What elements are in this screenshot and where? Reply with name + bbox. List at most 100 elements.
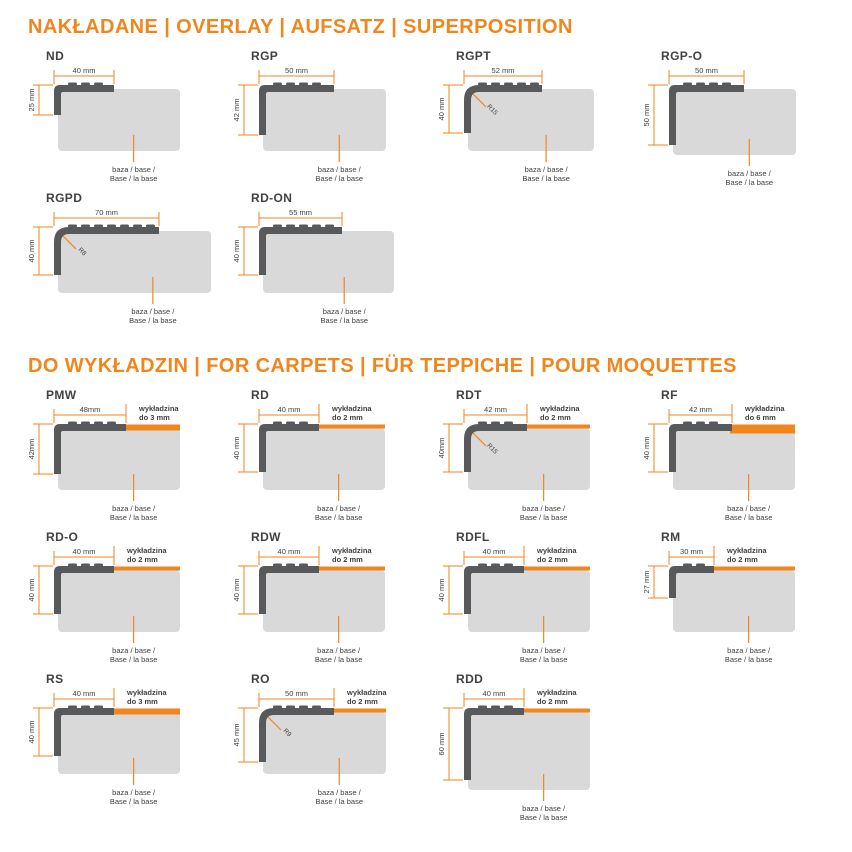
- left-dimension-label: 40 mm: [27, 579, 36, 602]
- top-dimension-label: 42 mm: [689, 405, 712, 414]
- base-label-line1: baza / base /: [318, 165, 362, 174]
- profile-rib: [68, 82, 77, 86]
- left-dimension-label: 25 mm: [27, 89, 36, 112]
- left-dimension-label: 40 mm: [232, 240, 241, 263]
- carpet-strip: [124, 424, 180, 431]
- profile-rib: [81, 705, 90, 709]
- profile-diagram: RD-ON 55 mm 40 mm baza / base / Base / la b…: [231, 191, 431, 331]
- profile-rib: [107, 421, 116, 425]
- base-label-line2: Base / la base: [725, 178, 773, 187]
- carpet-label-line1: wykładzina: [126, 546, 167, 555]
- base-label-line2: Base / la base: [725, 513, 773, 522]
- profile-shape: [54, 227, 159, 275]
- profile-rib: [517, 82, 526, 86]
- profile-rib: [286, 421, 295, 425]
- profile-rib: [68, 563, 77, 567]
- carpet-label-line1: wykładzina: [126, 688, 167, 697]
- base-label-line1: baza / base /: [522, 804, 566, 813]
- profile-rib: [68, 705, 77, 709]
- profile-diagram: RGPD 70 mm 40 mm R8 baza / base / Base / la …: [26, 191, 226, 331]
- profile-diagram: RGPT 52 mm 40 mm R15 baza / base / Base / la…: [436, 49, 636, 189]
- profile-rib: [273, 421, 282, 425]
- radius-label: R9: [282, 728, 293, 739]
- profile-rib: [81, 82, 90, 86]
- carpet-label-line1: wykładzina: [726, 546, 767, 555]
- carpet-profiles-grid: PMW 48mm 42mm wykładzina do 3 mm baza / base…: [0, 388, 852, 822]
- carpet-label-line2: do 2 mm: [347, 697, 378, 706]
- base-label-line1: baza / base /: [112, 788, 156, 797]
- carpet-strip: [317, 424, 385, 429]
- profile-rib: [683, 82, 692, 86]
- carpet-label-line1: wykładzina: [536, 546, 577, 555]
- top-dimension-label: 55 mm: [289, 208, 312, 217]
- carpet-label-line1: wykładzina: [331, 546, 372, 555]
- profile-rib: [478, 82, 487, 86]
- base-label-line2: Base / la base: [725, 655, 773, 664]
- profile-rib: [504, 705, 513, 709]
- base-label-line1: baza / base /: [131, 307, 175, 316]
- profile-diagram: RD-O 40 mm 40 mm wykładzina do 2 mm baza / b…: [26, 530, 226, 670]
- carpet-strip: [112, 708, 180, 715]
- overlay-profiles-grid: ND 40 mm 25 mm baza / base / Base / la base…: [0, 49, 852, 331]
- carpet-label-line2: do 2 mm: [727, 555, 758, 564]
- base-block: [468, 712, 590, 790]
- profile-rib: [299, 82, 308, 86]
- profile-name: RGPD: [46, 191, 83, 205]
- profile-diagram: RGP 50 mm 42 mm baza / base / Base / la bas…: [231, 49, 431, 189]
- profile-shape: [259, 566, 319, 614]
- profile-rib: [478, 563, 487, 567]
- profile-rib: [273, 82, 282, 86]
- profile-rib: [491, 421, 500, 425]
- profile-name: RD-O: [46, 530, 79, 544]
- profile-rib: [299, 224, 308, 228]
- profile-shape: [54, 566, 114, 614]
- carpet-strip: [332, 708, 386, 713]
- profile-shape: [669, 424, 732, 472]
- profile-rib: [312, 82, 321, 86]
- base-label-line2: Base / la base: [315, 655, 363, 664]
- profile-rib: [146, 224, 155, 228]
- profile-diagram: PMW 48mm 42mm wykładzina do 3 mm baza / base…: [26, 388, 226, 528]
- base-label-line1: baza / base /: [323, 307, 367, 316]
- base-block: [263, 712, 386, 774]
- profile-rib: [696, 82, 705, 86]
- profile-rib: [107, 224, 116, 228]
- radius-line: [472, 93, 487, 108]
- profile-diagram: RO 50 mm 45 mm R9 wykładzina do 2 mm baza / b…: [231, 672, 431, 812]
- base-label-line1: baza / base /: [317, 504, 361, 513]
- left-dimension-label: 27 mm: [642, 571, 651, 594]
- top-dimension-label: 40 mm: [73, 66, 96, 75]
- profile-diagram: RM 30 mm 27 mm wykładzina do 2 mm baza / bas…: [641, 530, 841, 670]
- profile-rib: [286, 82, 295, 86]
- radius-label: R8: [77, 247, 88, 258]
- profile-rib: [94, 421, 103, 425]
- base-block: [263, 89, 386, 151]
- profile-rib: [722, 82, 731, 86]
- profile-name: RM: [661, 530, 681, 544]
- profile-rib: [504, 563, 513, 567]
- profile-rib: [81, 563, 90, 567]
- top-dimension-label: 40 mm: [483, 547, 506, 556]
- carpet-label-line2: do 2 mm: [332, 555, 363, 564]
- top-dimension-label: 50 mm: [695, 66, 718, 75]
- carpet-label-line2: do 2 mm: [537, 697, 568, 706]
- base-label-line2: Base / la base: [315, 513, 363, 522]
- base-block: [58, 570, 180, 632]
- base-block: [673, 428, 795, 490]
- base-label-line2: Base / la base: [520, 513, 568, 522]
- profile-rib: [478, 705, 487, 709]
- profile-name: RD-ON: [251, 191, 293, 205]
- carpet-strip: [522, 708, 590, 713]
- profile-shape: [464, 566, 524, 614]
- left-dimension-label: 40 mm: [437, 98, 446, 121]
- profile-rib: [273, 563, 282, 567]
- top-dimension-label: 40 mm: [73, 547, 96, 556]
- base-label-line1: baza / base /: [112, 165, 156, 174]
- base-block: [468, 428, 590, 490]
